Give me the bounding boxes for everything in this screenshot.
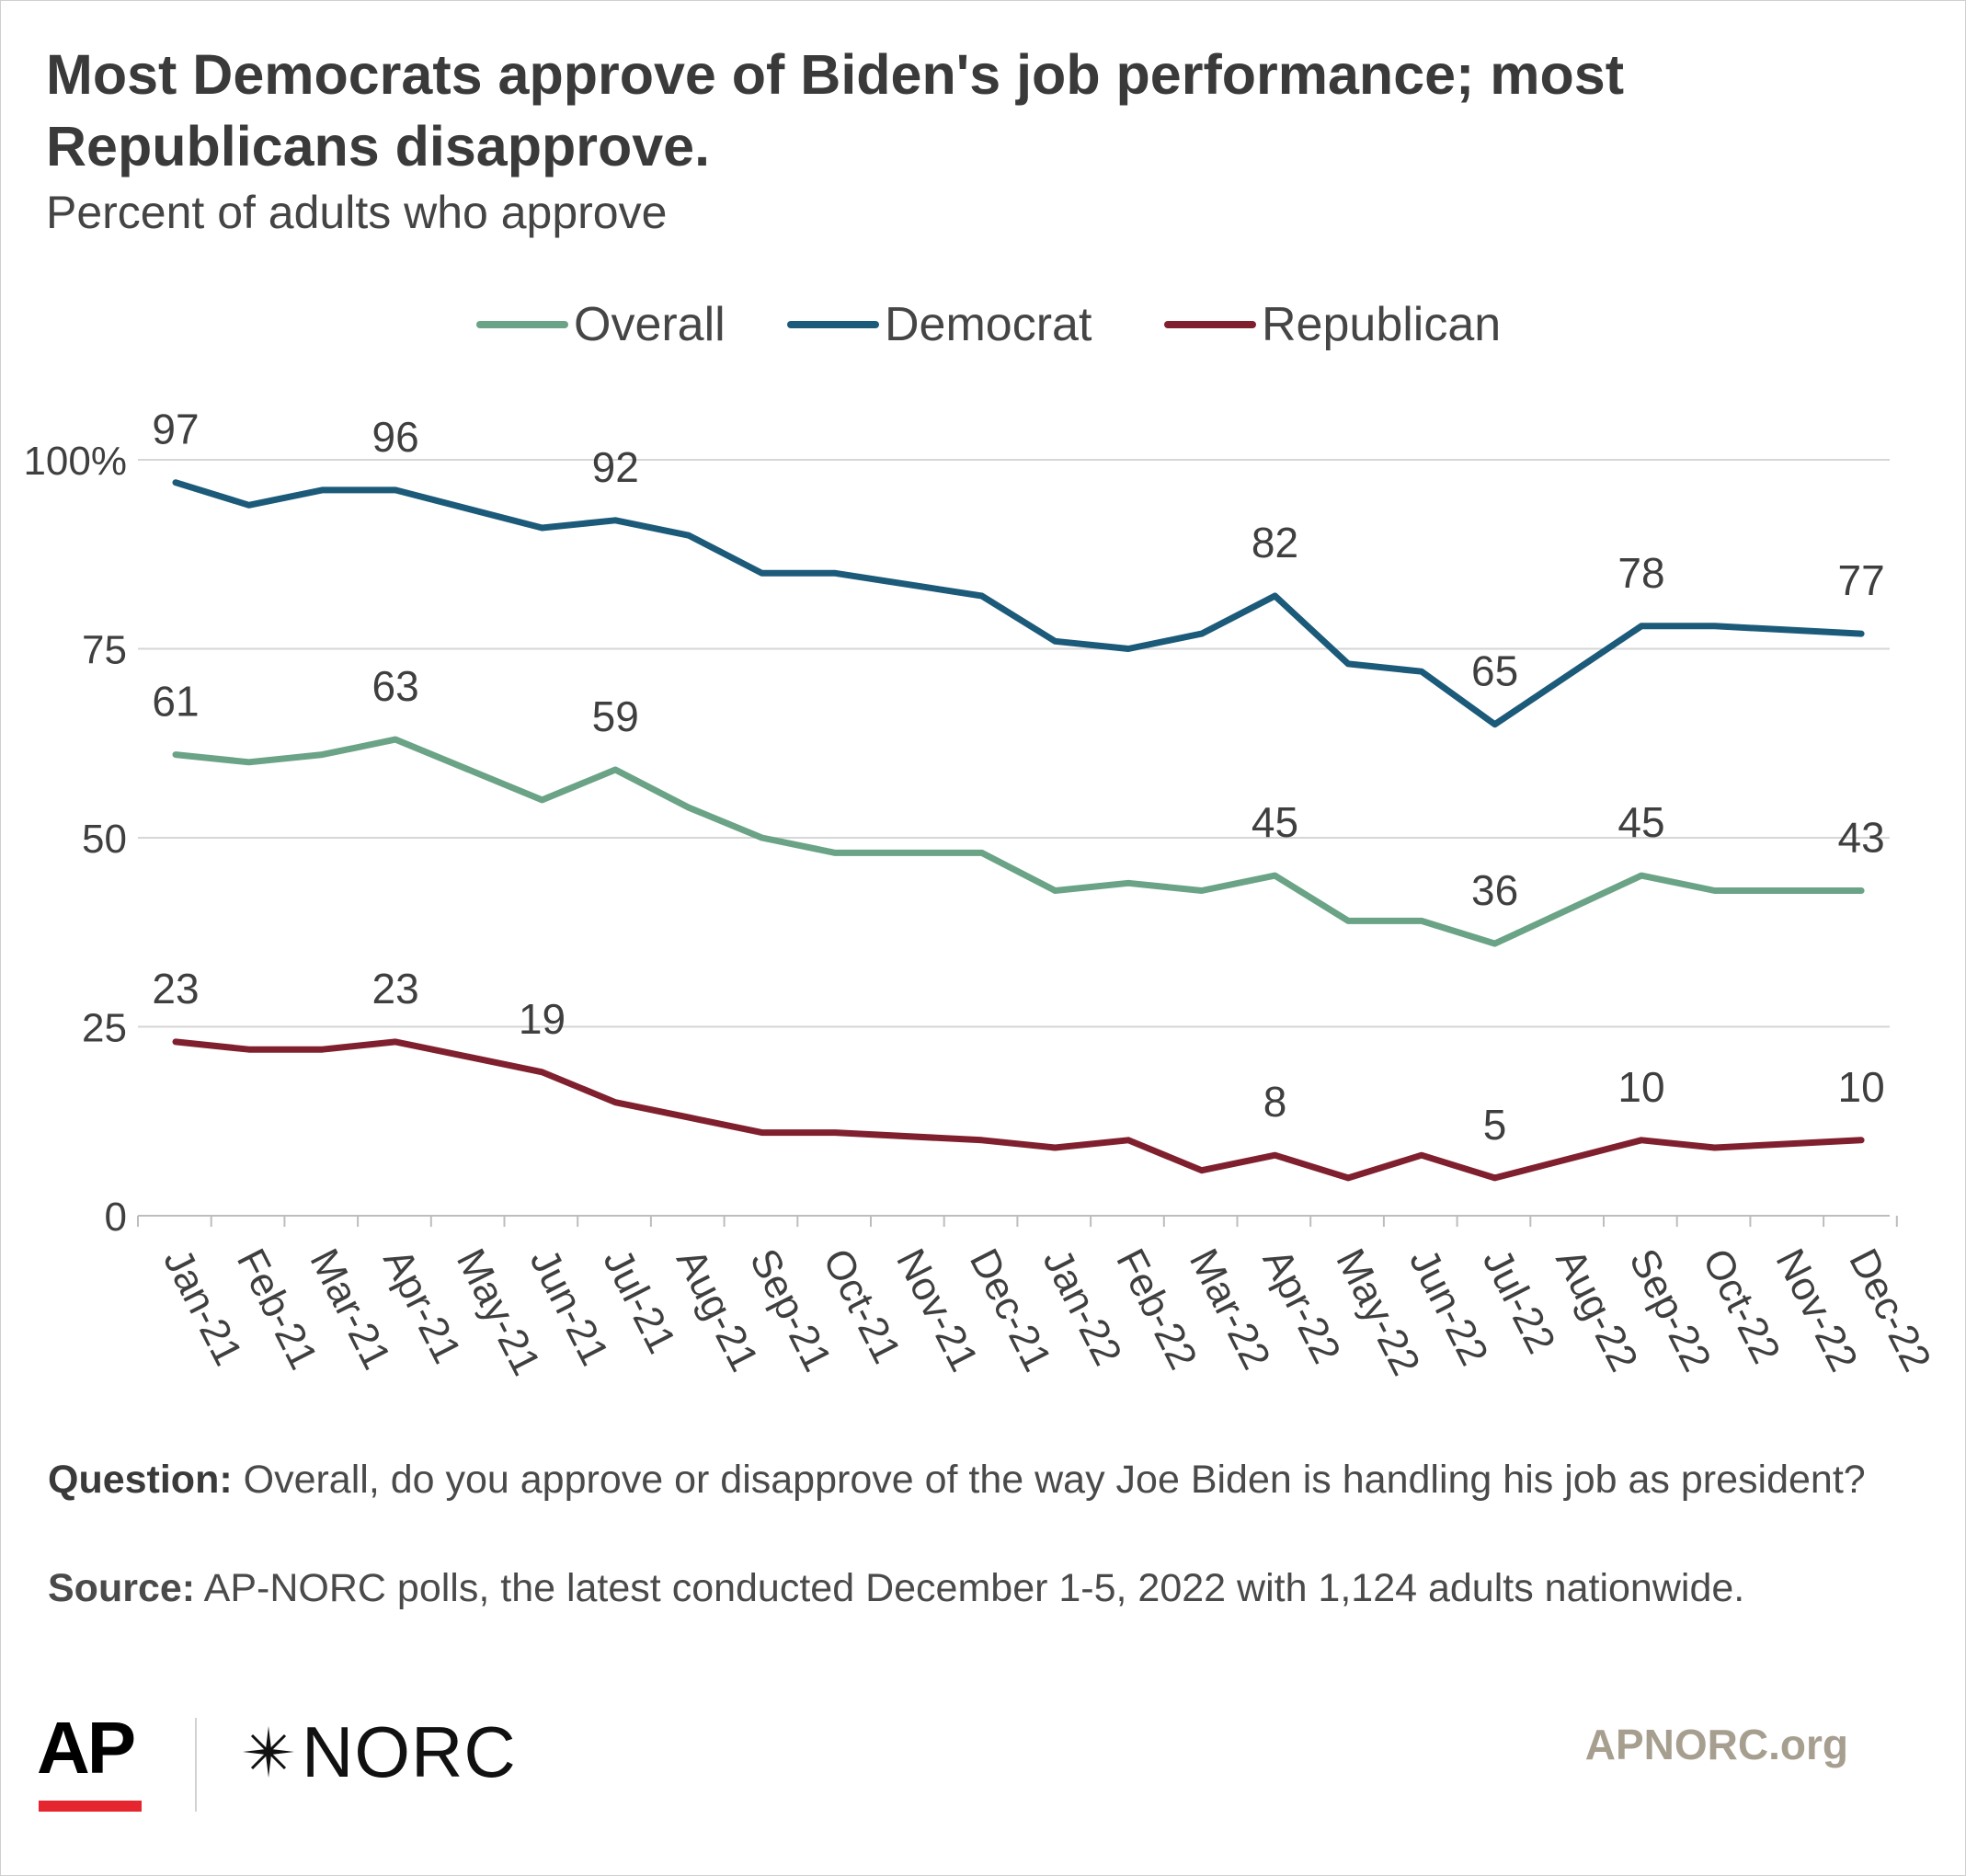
legend-swatch-republican (1164, 321, 1256, 328)
legend-item-republican: Republican (1164, 292, 1501, 357)
chart-title: Most Democrats approve of Biden's job pe… (46, 43, 1625, 177)
data-label-republican: 10 (1838, 1063, 1885, 1111)
data-label-overall: 61 (152, 678, 199, 726)
y-tick-label: 0 (105, 1195, 127, 1240)
y-tick-label: 100% (23, 439, 127, 484)
norc-logo-text: NORC (302, 1710, 517, 1792)
chart-subtitle: Percent of adults who approve (46, 187, 668, 238)
data-label-republican: 23 (152, 965, 199, 1012)
data-label-overall: 45 (1617, 798, 1664, 846)
legend-swatch-democrat (787, 321, 879, 328)
legend-item-democrat: Democrat (787, 292, 1092, 357)
data-label-democrat: 82 (1252, 519, 1298, 566)
data-label-republican: 8 (1263, 1078, 1287, 1126)
data-label-republican: 23 (372, 965, 419, 1012)
y-tick-label: 50 (82, 817, 127, 862)
legend-item-overall: Overall (476, 292, 726, 357)
legend-label-democrat: Democrat (885, 298, 1092, 351)
norc-logo: NORC (241, 1710, 517, 1793)
series-line-republican (172, 1038, 1865, 1182)
website-label: APNORC.org (1584, 1721, 1848, 1768)
legend: Overall Democrat Republican (0, 292, 1966, 357)
data-label-overall: 36 (1471, 866, 1518, 914)
data-label-democrat: 97 (152, 406, 199, 453)
source-text: AP-NORC polls, the latest conducted Dece… (195, 1566, 1745, 1610)
ap-logo: AP (37, 1707, 136, 1789)
star-icon (243, 1726, 294, 1778)
y-tick-label: 25 (82, 1006, 127, 1051)
line-chart: 0255075100%Jan-21Feb-21Mar-21Apr-21May-2… (23, 406, 1939, 1383)
data-label-overall: 59 (592, 692, 639, 740)
question-note: Question: Overall, do you approve or dis… (48, 1453, 1915, 1506)
data-label-overall: 63 (372, 662, 419, 710)
source-note: Source: AP-NORC polls, the latest conduc… (48, 1561, 1942, 1615)
question-text: Overall, do you approve or disapprove of… (232, 1458, 1866, 1502)
legend-label-overall: Overall (574, 298, 726, 351)
series-line-democrat (172, 479, 1865, 728)
logo-divider (195, 1718, 197, 1812)
data-label-republican: 10 (1617, 1063, 1664, 1111)
data-label-republican: 19 (519, 995, 566, 1043)
data-label-overall: 45 (1252, 798, 1298, 846)
y-tick-label: 75 (82, 628, 127, 673)
data-label-overall: 43 (1838, 814, 1885, 862)
data-label-democrat: 92 (592, 443, 639, 491)
data-label-democrat: 96 (372, 413, 419, 461)
source-label: Source: (48, 1566, 196, 1610)
question-label: Question: (48, 1458, 233, 1502)
data-label-democrat: 78 (1617, 549, 1664, 597)
series-line-overall (172, 736, 1865, 947)
data-label-democrat: 65 (1471, 647, 1518, 695)
data-label-democrat: 77 (1838, 556, 1885, 604)
data-label-republican: 5 (1483, 1101, 1507, 1149)
legend-label-republican: Republican (1262, 298, 1502, 351)
ap-logo-underline (39, 1801, 142, 1812)
legend-swatch-overall (476, 321, 568, 328)
